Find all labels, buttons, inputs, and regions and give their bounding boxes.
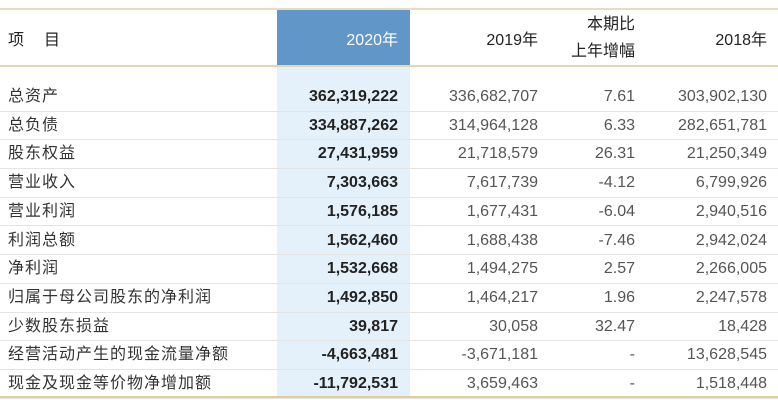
value-2019: 7,617,739 (466, 174, 538, 192)
header-change-line1: 本期比 (586, 15, 635, 33)
bottom-rule (0, 396, 778, 398)
value-change: 26.31 (594, 145, 635, 163)
value-change: 2.57 (603, 260, 635, 278)
value-2018: 13,628,545 (686, 346, 767, 364)
row-label: 总资产 (8, 88, 60, 105)
value-change: -7.46 (598, 231, 635, 249)
value-2018: 2,940,516 (695, 202, 767, 220)
table-row: 股东权益 27,431,959 21,718,579 26.31 21,250,349 (0, 139, 778, 170)
value-2020: 362,319,222 (309, 88, 398, 105)
value-2018: 2,247,578 (695, 288, 767, 306)
table-row: 经营活动产生的现金流量净额 -4,663,481 -3,671,181 - 13,628… (0, 340, 778, 370)
header-change: 本期比 上年增幅 (571, 10, 635, 65)
header-2018: 2018年 (715, 31, 767, 49)
value-2019: 1,494,275 (466, 260, 538, 278)
value-2019: 1,688,438 (466, 231, 538, 249)
value-change: - (629, 346, 635, 364)
value-change: 1.96 (603, 288, 635, 306)
table-row: 利润总额 1,562,460 1,688,438 -7.46 2,942,024 (0, 226, 778, 256)
highlight-column-2020 (277, 67, 410, 397)
value-change: -4.12 (598, 174, 635, 192)
row-label: 营业利润 (8, 202, 77, 220)
table-row: 营业利润 1,576,185 1,677,431 -6.04 2,940,516 (0, 197, 778, 227)
value-2019: 336,682,707 (449, 88, 538, 105)
value-2019: 1,464,217 (466, 288, 538, 306)
value-2020: 7,303,663 (326, 174, 398, 192)
value-change: 7.61 (603, 88, 635, 105)
table-header: 项 目 2020年 2019年 本期比 上年增幅 2018年 (0, 10, 778, 67)
row-label: 营业收入 (8, 174, 77, 192)
table-row: 总资产 362,319,222 336,682,707 7.61 303,902,130 (0, 82, 778, 112)
value-2019: 1,677,431 (466, 202, 538, 220)
value-change: -6.04 (598, 202, 635, 220)
row-label: 现金及现金等价物净增加额 (8, 375, 213, 392)
value-2018: 2,266,005 (695, 260, 767, 278)
value-2020: 1,492,850 (326, 288, 398, 306)
value-change: 32.47 (594, 317, 635, 335)
value-2019: -3,671,181 (461, 346, 538, 364)
table-row: 归属于母公司股东的净利润 1,492,850 1,464,217 1.96 2,247,… (0, 283, 778, 313)
value-2020: 27,431,959 (317, 145, 398, 163)
value-2018: 21,250,349 (686, 145, 767, 163)
row-label: 经营活动产生的现金流量净额 (8, 346, 230, 364)
value-2018: 6,799,926 (695, 174, 767, 192)
value-2018: 303,902,130 (678, 88, 767, 105)
value-2019: 3,659,463 (466, 375, 538, 392)
header-2019: 2019年 (486, 31, 538, 49)
top-rule (0, 8, 778, 10)
table-row: 营业收入 7,303,663 7,617,739 -4.12 6,799,926 (0, 168, 778, 198)
value-2018: 1,518,448 (695, 375, 767, 392)
row-label: 净利润 (8, 260, 60, 278)
value-2020: -11,792,531 (313, 375, 398, 392)
table-row: 净利润 1,532,668 1,494,275 2.57 2,266,005 (0, 254, 778, 284)
header-2020: 2020年 (277, 10, 410, 65)
row-label: 利润总额 (8, 231, 77, 249)
value-2019: 30,058 (489, 317, 538, 335)
header-item: 项 目 (8, 31, 63, 49)
row-label: 少数股东损益 (8, 317, 111, 335)
row-label: 归属于母公司股东的净利润 (8, 288, 213, 306)
value-2020: 39,817 (349, 317, 398, 335)
table-row: 现金及现金等价物净增加额 -11,792,531 3,659,463 - 1,518,4… (0, 369, 778, 399)
value-2019: 314,964,128 (449, 116, 538, 134)
value-2020: 1,576,185 (326, 202, 398, 220)
value-2020: 334,887,262 (309, 116, 398, 134)
value-change: - (629, 375, 635, 392)
value-2020: 1,562,460 (326, 231, 398, 249)
row-label: 总负债 (8, 116, 60, 134)
table-row: 总负债 334,887,262 314,964,128 6.33 282,651,781 (0, 111, 778, 141)
value-2018: 282,651,781 (678, 116, 767, 134)
table-row: 少数股东损益 39,817 30,058 32.47 18,428 (0, 312, 778, 342)
value-2020: 1,532,668 (326, 260, 398, 278)
value-2020: -4,663,481 (321, 346, 398, 364)
value-2018: 18,428 (718, 317, 767, 335)
row-label: 股东权益 (8, 145, 77, 163)
value-2019: 21,718,579 (457, 145, 538, 163)
value-2018: 2,942,024 (695, 231, 767, 249)
value-change: 6.33 (603, 116, 635, 134)
header-change-line2: 上年增幅 (570, 42, 635, 60)
